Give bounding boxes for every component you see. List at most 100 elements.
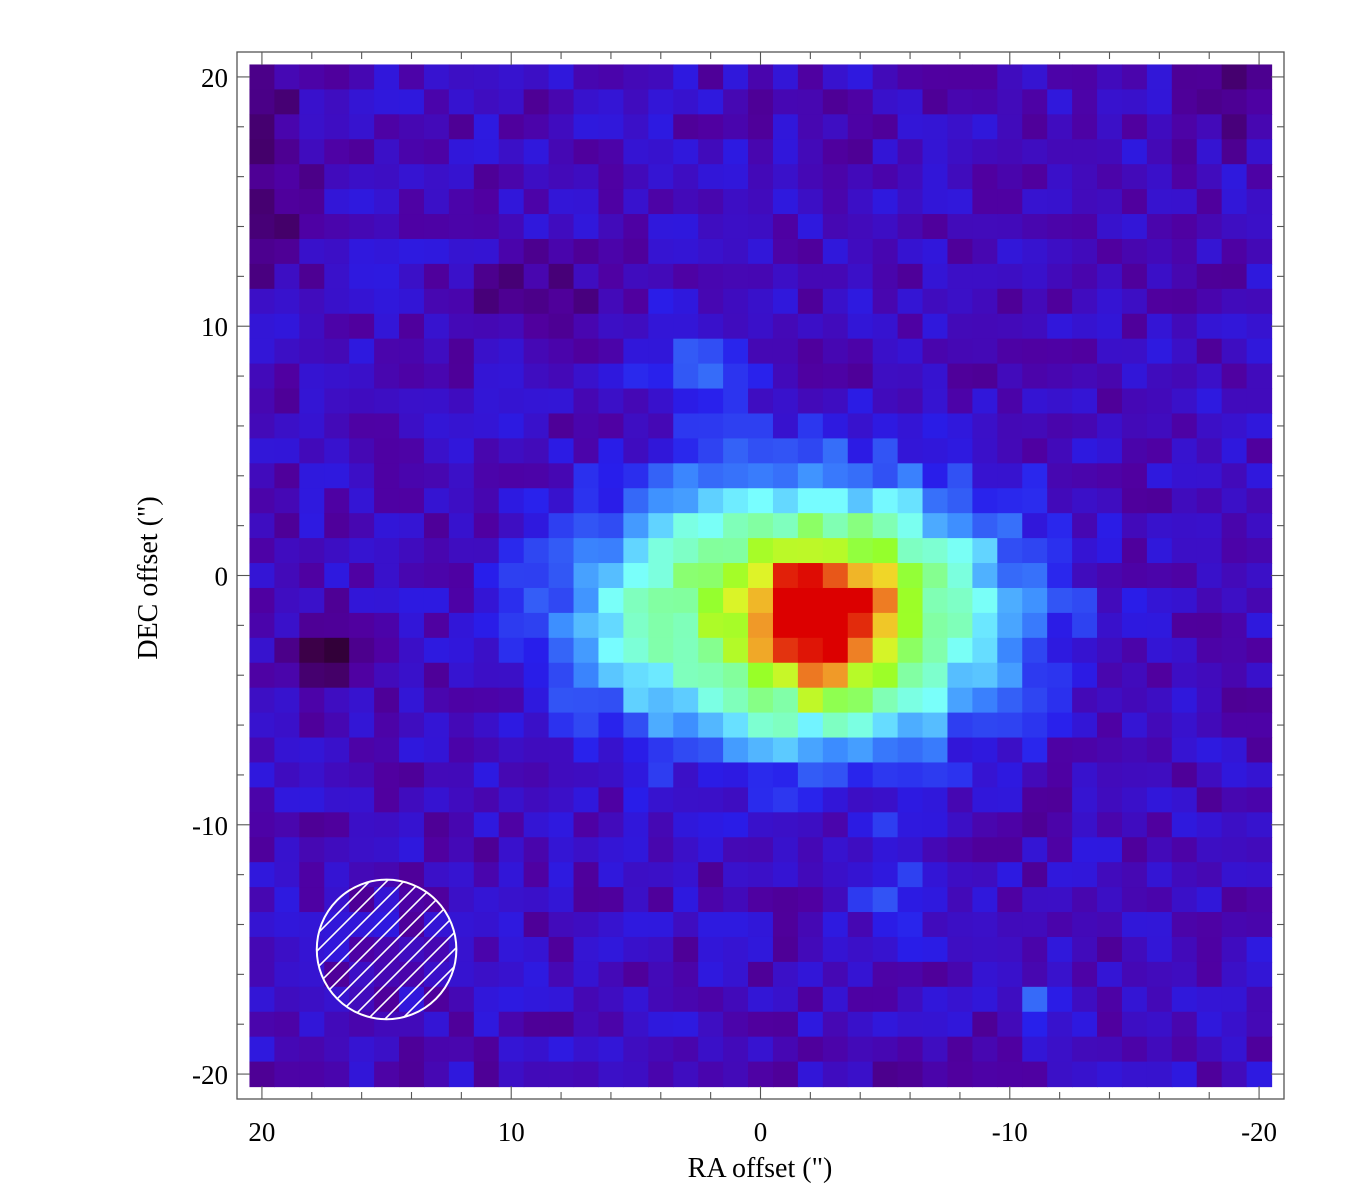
heatmap-cell <box>423 986 450 1013</box>
heatmap-cell <box>498 1036 525 1063</box>
heatmap-cell <box>399 363 425 390</box>
heatmap-cell <box>972 488 998 514</box>
heatmap-cell <box>448 862 475 888</box>
heatmap-cell <box>1246 438 1273 464</box>
heatmap-cell <box>1047 263 1073 290</box>
heatmap-cell <box>872 363 899 390</box>
heatmap-cell <box>698 64 724 90</box>
heatmap-cell <box>1246 961 1273 988</box>
heatmap-cell <box>872 114 899 140</box>
heatmap-cell <box>1196 64 1223 90</box>
heatmap-cell <box>822 114 849 140</box>
heatmap-cell <box>772 812 799 838</box>
heatmap-cell <box>822 986 849 1013</box>
heatmap-cell <box>772 388 799 415</box>
heatmap-cell <box>1196 662 1223 689</box>
heatmap-cell <box>573 762 600 788</box>
heatmap-cell <box>1072 961 1098 988</box>
heatmap-cell <box>872 612 899 639</box>
heatmap-cell <box>1047 413 1073 439</box>
heatmap-cell <box>374 1036 400 1063</box>
heatmap-cell <box>249 363 275 390</box>
heatmap-cell <box>748 413 774 439</box>
heatmap-cell <box>399 587 425 614</box>
heatmap-cell <box>698 388 724 415</box>
heatmap-cell <box>523 89 550 115</box>
heatmap-cell <box>997 413 1023 439</box>
heatmap-cell <box>1121 438 1148 464</box>
heatmap-cell <box>274 787 300 813</box>
heatmap-cell <box>822 139 849 165</box>
heatmap-cell <box>473 1011 500 1038</box>
heatmap-cell <box>598 1061 624 1088</box>
heatmap-cell <box>748 563 774 589</box>
heatmap-cell <box>648 563 674 589</box>
heatmap-cell <box>1121 538 1148 564</box>
heatmap-cell <box>473 363 500 390</box>
heatmap-cell <box>947 986 973 1013</box>
heatmap-cell <box>1121 612 1148 639</box>
heatmap-cell <box>673 438 699 464</box>
heatmap-cell <box>1196 1061 1223 1088</box>
heatmap-cell <box>1121 837 1148 863</box>
heatmap-cell <box>1171 288 1198 315</box>
heatmap-cell <box>1221 139 1248 165</box>
heatmap-cell <box>1072 762 1098 788</box>
heatmap-cell <box>698 189 724 215</box>
heatmap-cell <box>922 837 949 863</box>
heatmap-cell <box>1221 812 1248 838</box>
heatmap-cell <box>448 238 475 265</box>
heatmap-cell <box>822 538 849 564</box>
heatmap-cell <box>673 139 699 165</box>
heatmap-cell <box>274 712 300 739</box>
heatmap-cell <box>1196 563 1223 589</box>
heatmap-cell <box>423 363 450 390</box>
heatmap-cell <box>598 189 624 215</box>
heatmap-cell <box>498 862 525 888</box>
heatmap-cell <box>598 214 624 240</box>
heatmap-cell <box>1047 612 1073 639</box>
heatmap-cell <box>1121 139 1148 165</box>
heatmap-cell <box>723 637 749 664</box>
heatmap-cell <box>349 762 375 788</box>
heatmap-cell <box>872 338 899 365</box>
heatmap-cell <box>523 238 550 265</box>
heatmap-cell <box>548 114 575 140</box>
heatmap-cell <box>623 363 649 390</box>
heatmap-cell <box>698 463 724 489</box>
heatmap-cell <box>523 388 550 415</box>
heatmap-cell <box>872 862 899 888</box>
heatmap-cell <box>922 936 949 963</box>
heatmap-cell <box>1221 936 1248 963</box>
heatmap-cell <box>772 1061 799 1088</box>
heatmap-cell <box>598 164 624 190</box>
heatmap-cell <box>623 388 649 415</box>
heatmap-cell <box>573 961 600 988</box>
heatmap-cell <box>423 737 450 764</box>
heatmap-cell <box>822 936 849 963</box>
heatmap-cell <box>324 313 350 340</box>
heatmap-cell <box>648 986 674 1013</box>
heatmap-cell <box>723 961 749 988</box>
heatmap-cell <box>797 637 824 664</box>
heatmap-cell <box>1221 488 1248 514</box>
heatmap-cell <box>997 189 1023 215</box>
heatmap-cell <box>698 812 724 838</box>
heatmap-cell <box>1196 762 1223 788</box>
heatmap-cell <box>324 338 350 365</box>
heatmap-cell <box>573 313 600 340</box>
heatmap-cell <box>1121 388 1148 415</box>
heatmap-cell <box>872 812 899 838</box>
heatmap-cell <box>573 263 600 290</box>
heatmap-cell <box>972 912 998 938</box>
heatmap-cell <box>249 812 275 838</box>
heatmap-cell <box>274 587 300 614</box>
heatmap-cell <box>1146 812 1173 838</box>
heatmap-cell <box>872 637 899 664</box>
heatmap-cell <box>897 862 924 888</box>
heatmap-cell <box>997 214 1023 240</box>
heatmap-cell <box>947 1011 973 1038</box>
heatmap-cell <box>448 189 475 215</box>
heatmap-cell <box>897 139 924 165</box>
heatmap-cell <box>1196 238 1223 265</box>
